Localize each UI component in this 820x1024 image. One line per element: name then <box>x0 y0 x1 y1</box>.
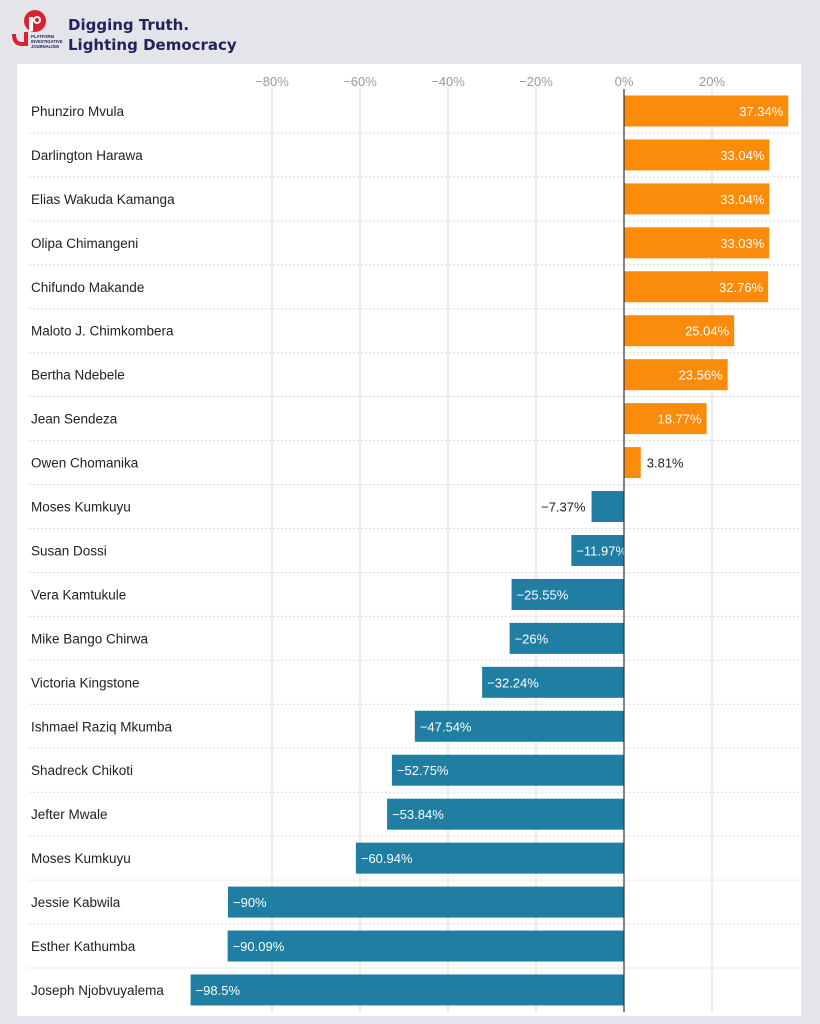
bar <box>591 491 624 523</box>
value-label: −60.94% <box>361 851 413 866</box>
value-label: 37.34% <box>739 104 784 119</box>
bar <box>624 95 789 127</box>
bar <box>509 622 624 654</box>
value-label: −98.5% <box>196 983 241 998</box>
category-label: Phunziro Mvula <box>31 104 125 119</box>
value-label: 18.77% <box>657 412 702 427</box>
value-label: 25.04% <box>685 324 730 339</box>
category-label: Joseph Njobvuyalema <box>31 983 164 998</box>
value-label: 33.03% <box>720 236 765 251</box>
x-tick-label: −80% <box>255 74 289 89</box>
category-label: Owen Chomanika <box>31 456 139 471</box>
tagline-line-1: Digging Truth. <box>68 16 190 34</box>
category-label: Chifundo Makande <box>31 280 144 295</box>
svg-text:JOURNALISM: JOURNALISM <box>31 44 59 49</box>
bar <box>227 930 624 962</box>
bar <box>624 271 769 303</box>
category-label: Mike Bango Chirwa <box>31 631 149 646</box>
category-label: Moses Kumkuyu <box>31 851 131 866</box>
category-label: Esther Kathumba <box>31 939 136 954</box>
value-label: 3.81% <box>647 456 684 471</box>
pij-logo-icon: PLATFORM INVESTIGATIVE JOURNALISM <box>12 10 63 49</box>
bar <box>355 842 624 874</box>
value-label: 32.76% <box>719 280 764 295</box>
value-label: −7.37% <box>541 500 586 515</box>
value-label: −25.55% <box>517 587 569 602</box>
bar <box>391 754 624 786</box>
bar <box>482 666 624 698</box>
value-label: −47.54% <box>420 719 472 734</box>
svg-text:INVESTIGATIVE: INVESTIGATIVE <box>31 39 63 44</box>
bar <box>414 710 624 742</box>
x-tick-label: −60% <box>343 74 377 89</box>
category-label: Jessie Kabwila <box>31 895 121 910</box>
bar <box>571 534 624 566</box>
bar-chart: −80% −60% −40% −20% 0% 20% Phunziro Mvula 37.34… <box>29 74 801 1012</box>
value-label: 23.56% <box>679 368 724 383</box>
category-label: Shadreck Chikoti <box>31 763 133 778</box>
chart-panel: −80% −60% −40% −20% 0% 20% Phunziro Mvula 37.34… <box>17 64 801 1016</box>
bar <box>624 315 735 347</box>
category-label: Ishmael Raziq Mkumba <box>31 719 173 734</box>
bar <box>387 798 624 830</box>
category-label: Susan Dossi <box>31 543 107 558</box>
x-tick-label: 0% <box>615 74 634 89</box>
value-label: −11.97% <box>576 543 627 558</box>
category-label: Jean Sendeza <box>31 412 118 427</box>
value-label: 33.04% <box>720 148 765 163</box>
value-label: −90% <box>233 895 267 910</box>
category-label: Jefter Mwale <box>31 807 108 822</box>
x-tick-label: −40% <box>431 74 465 89</box>
value-label: −90.09% <box>233 939 285 954</box>
x-tick-label: −20% <box>519 74 553 89</box>
category-label: Bertha Ndebele <box>31 368 125 383</box>
tagline-line-2: Lighting Democracy <box>68 36 237 54</box>
bar <box>624 403 707 435</box>
svg-text:PLATFORM: PLATFORM <box>31 34 54 39</box>
bar <box>624 139 770 171</box>
value-label: −32.24% <box>487 675 539 690</box>
value-label: −26% <box>515 631 549 646</box>
bar <box>511 578 624 610</box>
bar <box>228 886 624 918</box>
bar <box>624 447 641 479</box>
category-label: Darlington Harawa <box>31 148 143 163</box>
category-label: Maloto J. Chimkombera <box>31 324 174 339</box>
bar <box>624 183 770 215</box>
category-label: Elias Wakuda Kamanga <box>31 192 175 207</box>
value-label: 33.04% <box>720 192 765 207</box>
bar <box>624 359 728 391</box>
bar <box>190 974 624 1006</box>
category-label: Victoria Kingstone <box>31 675 140 690</box>
bar <box>624 227 770 259</box>
category-label: Moses Kumkuyu <box>31 500 131 515</box>
value-label: −53.84% <box>392 807 444 822</box>
value-label: −52.75% <box>397 763 449 778</box>
category-label: Olipa Chimangeni <box>31 236 138 251</box>
header: PLATFORM INVESTIGATIVE JOURNALISM Diggin… <box>0 0 820 62</box>
category-label: Vera Kamtukule <box>31 587 126 602</box>
x-tick-label: 20% <box>699 74 725 89</box>
